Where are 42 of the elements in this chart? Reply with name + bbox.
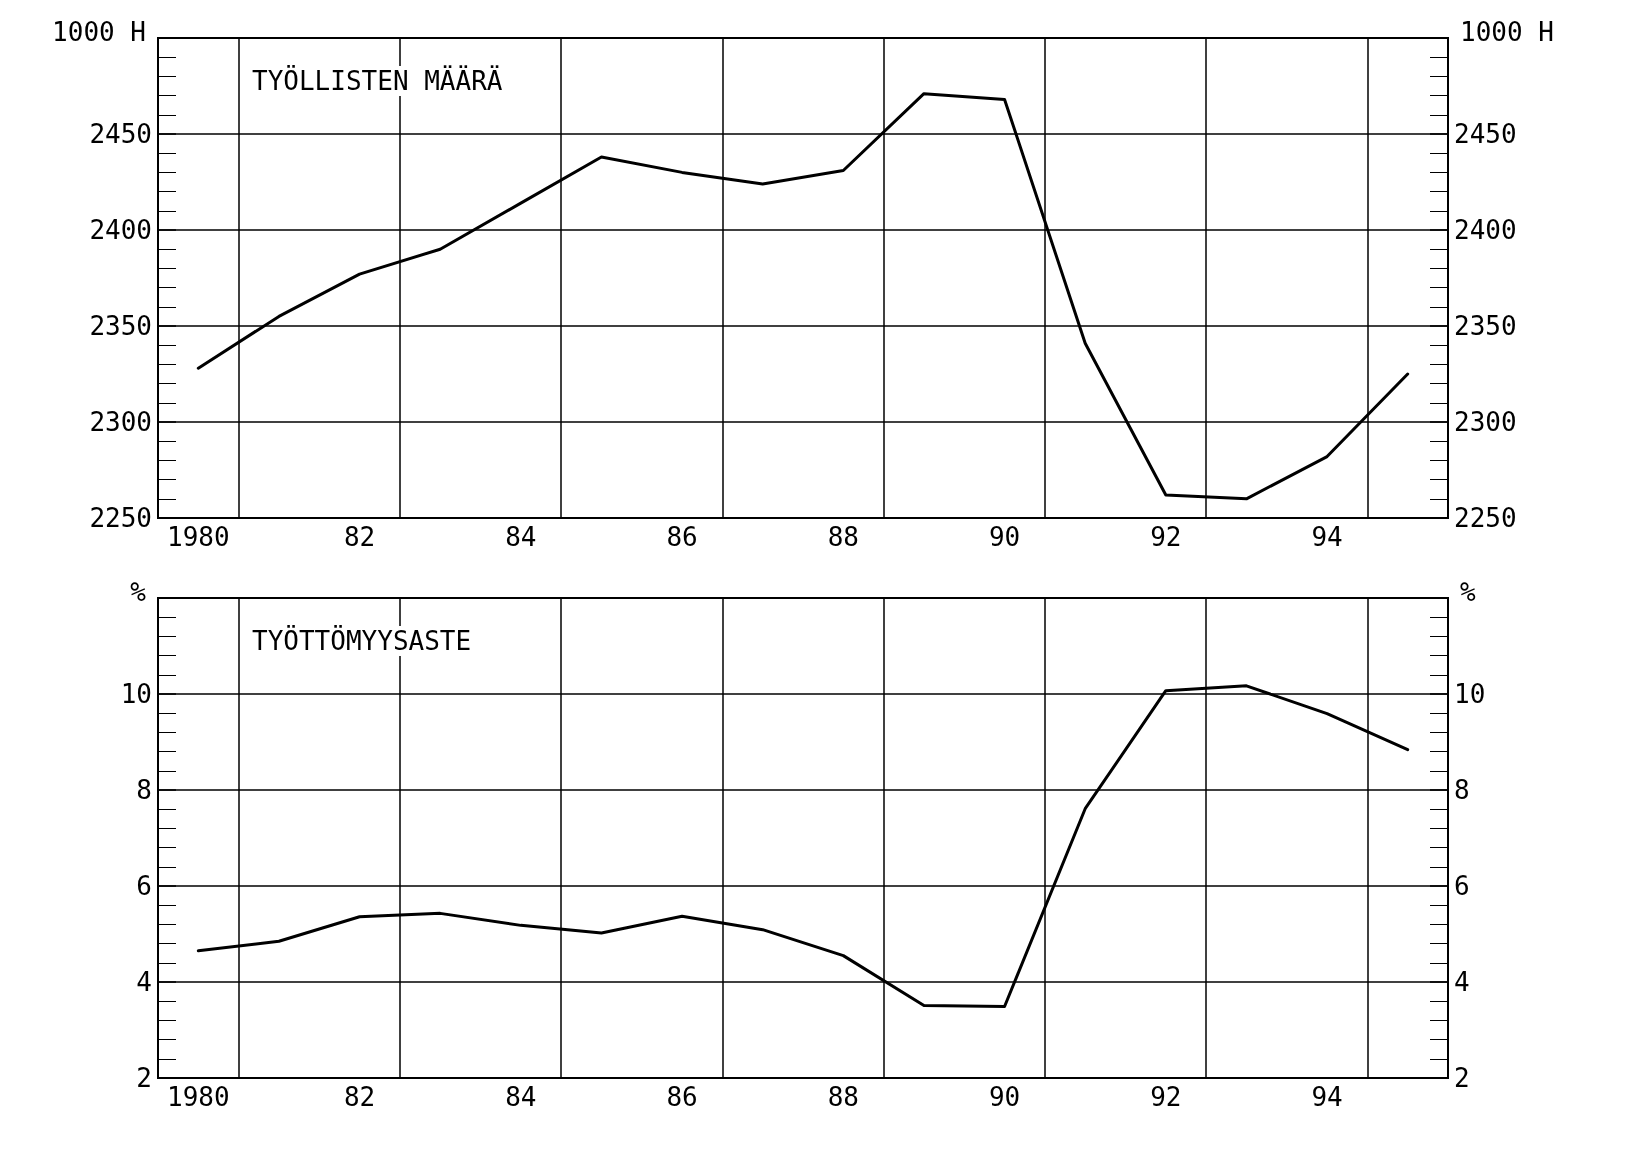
y2-tick-label: 2250 (1454, 503, 1517, 533)
y-tick-label: 2400 (89, 215, 152, 245)
y2-tick-label: 6 (1454, 871, 1470, 901)
x-tick-label: 86 (666, 522, 698, 552)
y-tick-label: 10 (120, 679, 152, 709)
y-tick-label: 2350 (89, 311, 152, 341)
y2-tick-label: 2400 (1454, 215, 1517, 245)
x-tick-label: 90 (988, 1082, 1021, 1112)
x-tick-label: 82 (343, 522, 376, 552)
y-tick-label: 4 (136, 967, 152, 997)
y-axis-title: 1000 H (52, 17, 146, 47)
x-tick-label: 84 (505, 1082, 537, 1112)
y-axis-title: % (130, 577, 147, 607)
y-tick-label: 2300 (89, 407, 152, 437)
y-tick-label: 8 (136, 775, 152, 805)
x-tick-label: 90 (988, 522, 1021, 552)
x-tick-label: 1980 (167, 522, 230, 552)
x-tick-label: 1980 (167, 1082, 230, 1112)
y-tick-label: 6 (136, 871, 152, 901)
x-tick-label: 94 (1311, 522, 1343, 552)
y2-tick-label: 2 (1454, 1063, 1470, 1093)
x-tick-label: 84 (505, 522, 537, 552)
y2-tick-label: 2450 (1454, 119, 1517, 149)
y2-tick-label: 10 (1454, 679, 1486, 709)
x-tick-label: 88 (827, 1082, 859, 1112)
y-tick-label: 2 (136, 1063, 152, 1093)
y2-tick-label: 2300 (1454, 407, 1517, 437)
text: TYÖTTÖMYYSASTE (252, 625, 472, 656)
y2-tick-label: 4 (1454, 967, 1470, 997)
y2-axis-title: % (1460, 577, 1476, 607)
y-tick-label: 2450 (89, 119, 152, 149)
y2-tick-label: 2350 (1454, 311, 1517, 341)
y2-axis-title: 1000 H (1460, 17, 1554, 47)
x-tick-label: 94 (1311, 1082, 1343, 1112)
y2-tick-label: 8 (1454, 775, 1470, 805)
x-tick-label: 92 (1150, 1082, 1182, 1112)
text: TYÖLLISTEN MÄÄRÄ (252, 65, 503, 96)
x-tick-label: 86 (666, 1082, 698, 1112)
x-tick-label: 92 (1150, 522, 1182, 552)
x-tick-label: 88 (827, 522, 859, 552)
x-tick-label: 82 (343, 1082, 376, 1112)
y-tick-label: 2250 (89, 503, 152, 533)
